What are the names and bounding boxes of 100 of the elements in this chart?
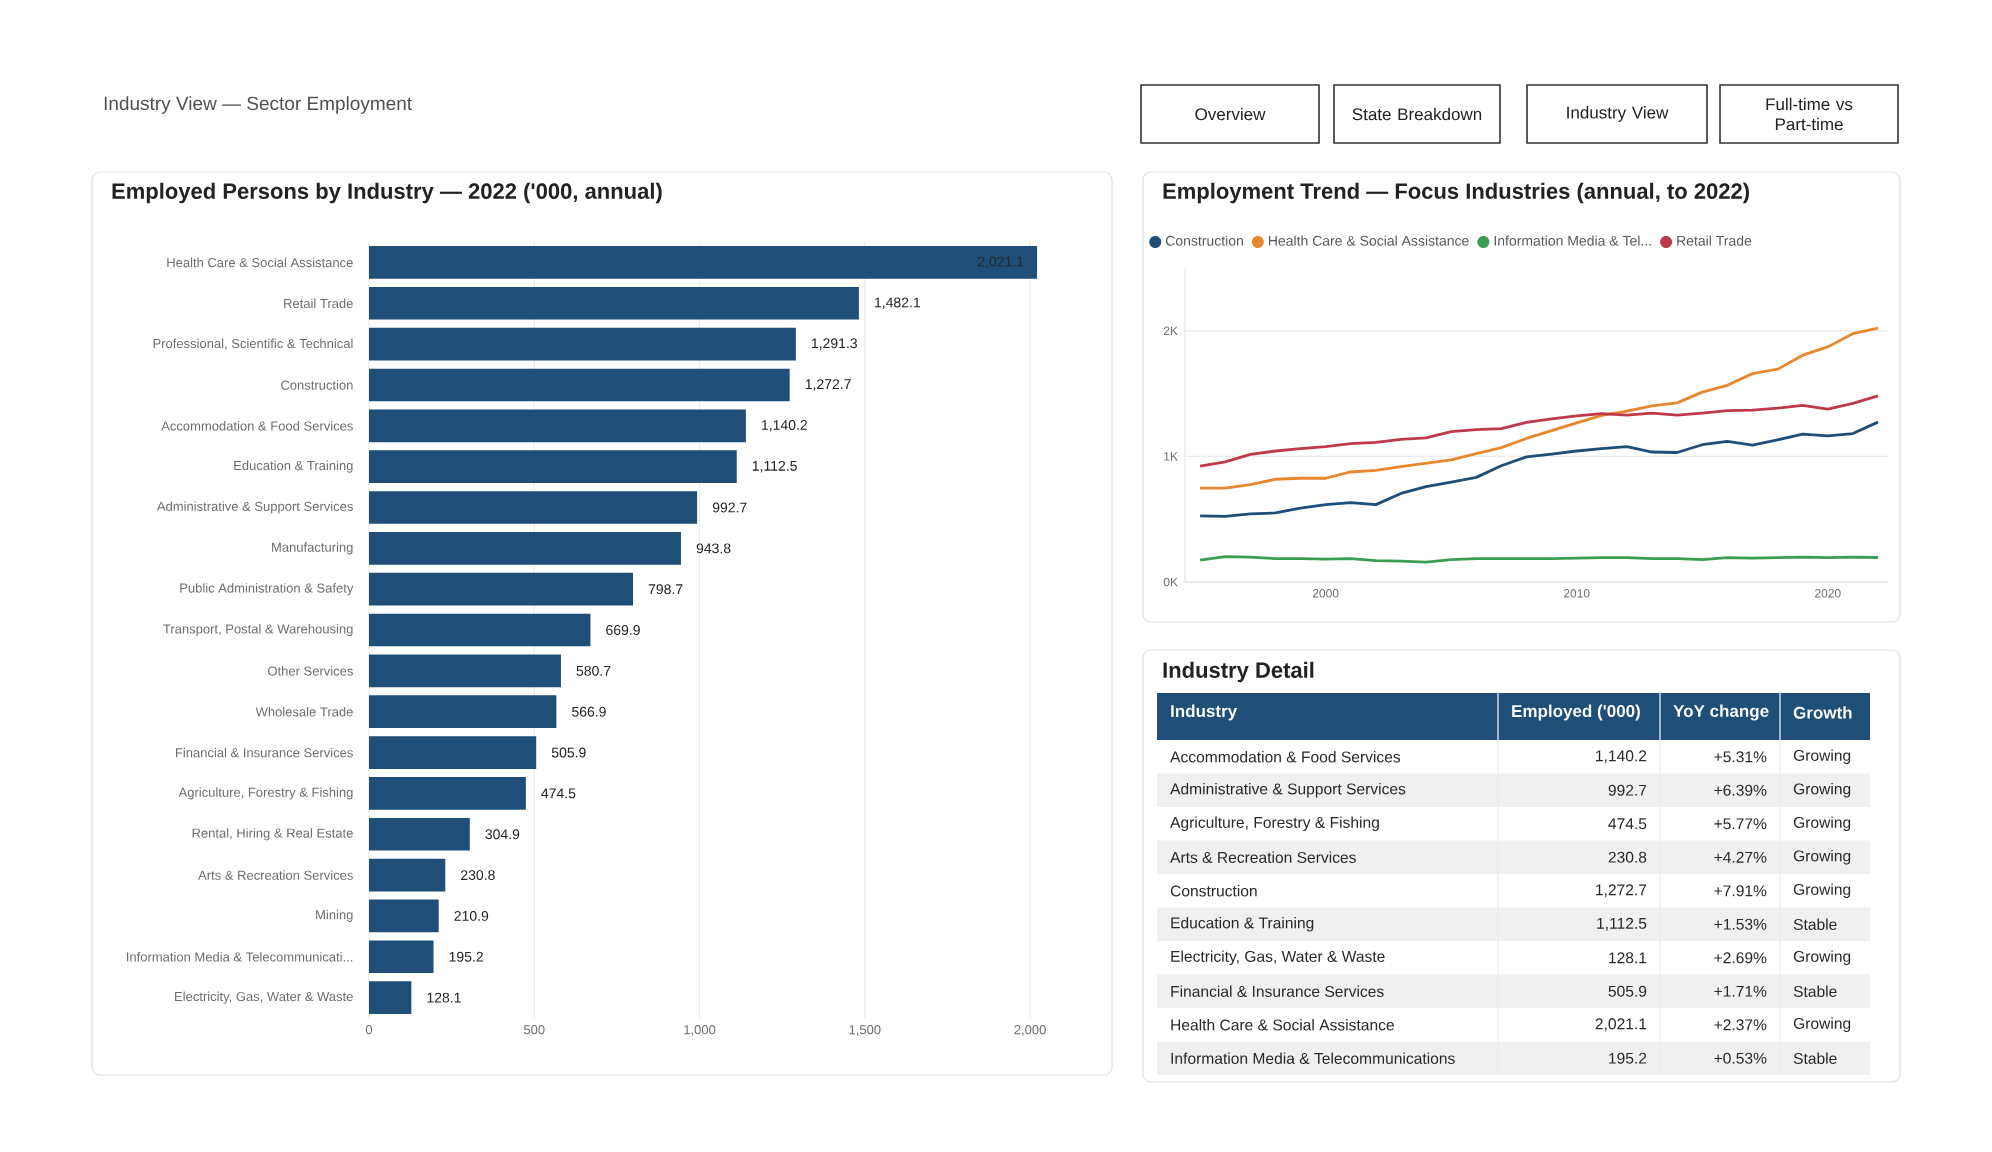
bar (369, 572, 634, 606)
text: Full-time vs Part-time (1766, 97, 1853, 131)
bar (369, 246, 1038, 279)
data-label: 128.1 (427, 992, 461, 1003)
y-tick-label: Financial & Insurance Services (175, 747, 353, 758)
y-tick-label: Information Media & Telecommunicati... (126, 951, 353, 962)
text: 2,021.1 (1595, 1018, 1647, 1032)
data-label: 580.7 (576, 665, 611, 676)
chart-title: Employment Trend — Focus Industries (annual, to 2022) (1163, 182, 1749, 204)
text: +2.37% (1714, 1019, 1767, 1031)
y-tick-label: Education & Training (234, 460, 353, 473)
category-label: Financial & Insurance Services (1171, 985, 1384, 997)
x-tick-label: 1,500 (849, 1025, 881, 1036)
text: Growing (1793, 782, 1851, 798)
category-label: YoY change (1673, 704, 1769, 721)
y-tick-label: Public Administration & Safety (180, 583, 354, 596)
y-tick-label: Other Services (268, 666, 353, 676)
text: Stable (1793, 985, 1837, 997)
category-label: Information Media & Telecommunications (1171, 1052, 1455, 1064)
y-tick-label: Manufacturing (272, 542, 353, 555)
x-tick-label: 500 (523, 1025, 545, 1035)
bar (369, 654, 561, 688)
text: Growing (1793, 849, 1851, 865)
data-label: 1,482.1 (875, 297, 920, 310)
y-tick-label: 2K (1163, 326, 1178, 335)
y-tick-label: Transport, Postal & Warehousing (163, 623, 353, 637)
bar (369, 450, 737, 483)
bar (369, 613, 591, 647)
y-tick-label: Health Care & Social Assistance (167, 257, 353, 268)
text: 128.1 (1609, 952, 1647, 964)
data-label: 1,140.2 (762, 420, 807, 432)
y-tick-label: Administrative & Support Services (156, 501, 353, 514)
data-label: 230.8 (461, 870, 495, 881)
text: 1,140.2 (1596, 750, 1647, 764)
text: Stable (1793, 918, 1837, 930)
x-tick-label: 0 (365, 1025, 373, 1035)
bar (369, 531, 681, 565)
bar (369, 817, 470, 851)
data-label: 992.7 (712, 502, 747, 513)
text: Growing (1793, 816, 1851, 832)
y-tick-label: Electricity, Gas, Water & Waste (175, 991, 353, 1004)
bar (369, 327, 796, 361)
category-label: Growth (1793, 706, 1852, 719)
data-label: 1,112.5 (752, 460, 797, 473)
y-tick-label: Mining (316, 909, 353, 922)
data-label: 943.8 (696, 543, 731, 554)
line-series (1198, 394, 1880, 468)
bar (369, 899, 439, 933)
y-tick-label: Rental, Hiring & Real Estate (192, 828, 353, 841)
text: 474.5 (1608, 818, 1647, 830)
y-tick-label: Retail Trade (284, 298, 353, 309)
legend-label: Retail Trade (1677, 235, 1752, 246)
bar (369, 736, 537, 769)
text: +5.77% (1714, 818, 1767, 830)
bar (369, 368, 790, 402)
text: +5.31% (1714, 751, 1767, 763)
text: Industry Detail (1163, 661, 1314, 683)
data-label: 2,021.1 (977, 256, 1024, 269)
text: +4.27% (1714, 851, 1767, 863)
text: 992.7 (1608, 784, 1647, 796)
legend-label: Information Media & Tel... (1494, 235, 1651, 246)
bar (369, 858, 446, 892)
y-tick-label: Accommodation & Food Services (161, 421, 353, 431)
data-label: 210.9 (454, 910, 489, 921)
text: Growing (1793, 1017, 1851, 1033)
text: 505.9 (1608, 985, 1647, 997)
bar (369, 286, 859, 320)
x-tick-label: 2020 (1815, 589, 1841, 598)
bar (369, 491, 698, 524)
text: +6.39% (1714, 784, 1767, 796)
text: Industry View — Sector Employment (104, 96, 412, 114)
text: Industry View (1567, 106, 1669, 122)
category-label: Industry (1171, 704, 1238, 721)
y-tick-label: Professional, Scientific & Technical (153, 338, 353, 350)
text: Overview (1195, 107, 1266, 121)
x-tick-label: 2,000 (1014, 1025, 1046, 1036)
text: +7.91% (1714, 885, 1767, 897)
data-label: 566.9 (572, 706, 606, 717)
text: Growing (1793, 883, 1851, 899)
text: +1.53% (1714, 918, 1767, 930)
y-tick-label: Agriculture, Forestry & Fishing (178, 787, 353, 800)
text: 230.8 (1608, 851, 1647, 863)
text: Growing (1793, 749, 1851, 765)
bar (369, 940, 434, 974)
data-label: 1,272.7 (805, 379, 851, 391)
text: 195.2 (1609, 1052, 1647, 1064)
data-label: 1,291.3 (811, 338, 857, 350)
category-label: Employed ('000) (1512, 704, 1640, 721)
text: Growing (1793, 950, 1851, 966)
text: +0.53% (1714, 1052, 1767, 1064)
data-label: 304.9 (485, 829, 520, 840)
text: 1,112.5 (1597, 917, 1647, 931)
text: +1.71% (1714, 985, 1767, 997)
x-tick-label: 2000 (1312, 589, 1339, 598)
y-tick-label: 1K (1164, 452, 1178, 461)
x-tick-label: 2010 (1563, 589, 1590, 598)
data-label: 474.5 (541, 788, 576, 799)
chart-title: Employed Persons by Industry — 2022 ('000, annual) (112, 182, 662, 204)
bar (369, 409, 746, 443)
legend-label: Health Care & Social Assistance (1268, 235, 1469, 246)
